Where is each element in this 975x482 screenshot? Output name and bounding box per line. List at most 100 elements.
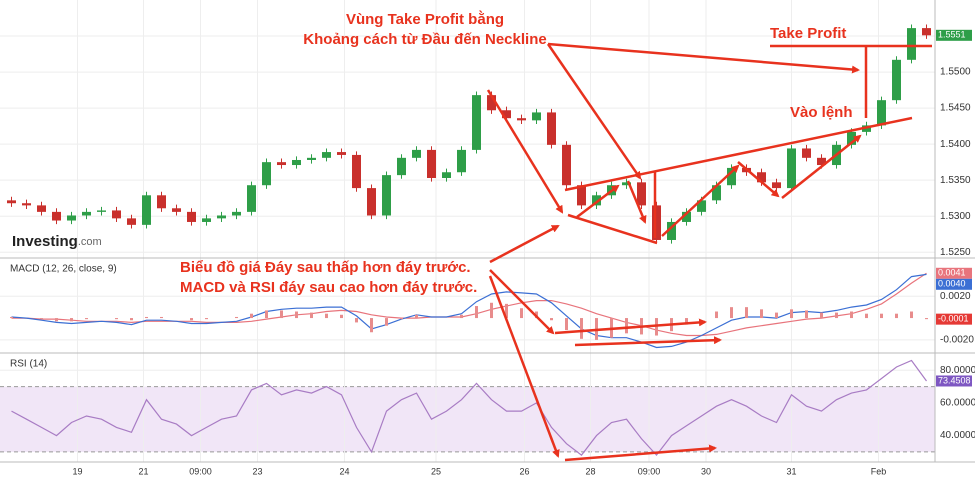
value-badge — [936, 278, 972, 290]
histogram-bar — [370, 318, 373, 333]
candle-body — [682, 211, 691, 222]
x-tick-label: 30 — [701, 466, 711, 476]
candle-body — [592, 195, 601, 206]
histogram-bar — [580, 318, 583, 339]
candle-body — [127, 218, 136, 225]
candle-body — [97, 210, 106, 212]
histogram-bar — [835, 312, 838, 319]
value-badge — [936, 313, 972, 325]
arrow — [626, 180, 647, 224]
histogram-bar — [775, 312, 778, 319]
candle-body — [667, 221, 676, 240]
arrow — [554, 318, 707, 335]
candle-body — [907, 28, 916, 60]
candle-body — [442, 172, 451, 179]
y-tick-label: 1.5250 — [940, 247, 971, 258]
x-tick-label: 24 — [339, 466, 349, 476]
histogram-bar — [115, 318, 118, 320]
series-line — [11, 359, 927, 457]
candle-body — [637, 182, 646, 206]
x-tick-label: 23 — [252, 466, 262, 476]
histogram-bar — [505, 303, 508, 319]
candle-body — [82, 211, 91, 216]
x-tick-label: 25 — [431, 466, 441, 476]
candle-body — [802, 148, 811, 158]
histogram-bar — [520, 308, 523, 319]
histogram-bar — [730, 307, 733, 319]
candle-body — [412, 149, 421, 158]
histogram-bar — [910, 311, 913, 319]
candle-body — [67, 215, 76, 221]
candle-body — [307, 157, 316, 160]
candle-body — [517, 118, 526, 121]
histogram-bar — [865, 313, 868, 319]
candle-body — [232, 211, 241, 216]
annotation: Take Profit — [770, 25, 846, 42]
y-tick-label: 1.5500 — [940, 67, 971, 78]
arrow — [489, 269, 555, 335]
value-badge-label: 1.5551 — [938, 30, 966, 40]
value-badge-label: 73.4508 — [938, 375, 971, 385]
logo-text: Investing — [12, 233, 78, 250]
candle-body — [112, 210, 121, 219]
arrow — [781, 134, 862, 199]
histogram-bar — [340, 314, 343, 319]
histogram-bar — [10, 316, 13, 319]
histogram-bar — [265, 310, 268, 319]
histogram-bar — [550, 318, 553, 321]
candle-body — [727, 167, 736, 186]
histogram-bar — [895, 313, 898, 319]
candle-body — [22, 203, 31, 206]
candle-body — [892, 59, 901, 101]
candle-body — [532, 112, 541, 121]
histogram-bar — [235, 316, 238, 319]
value-badge-label: 0.0041 — [938, 268, 966, 278]
arrow — [486, 89, 564, 214]
histogram-bar — [490, 302, 493, 319]
candle-body — [37, 205, 46, 212]
y-tick-label: 80.0000 — [940, 365, 975, 376]
arrow — [564, 444, 717, 462]
y-tick-label: 60.0000 — [940, 398, 975, 409]
histogram-bar — [685, 318, 688, 325]
y-tick-label: -0.0020 — [940, 335, 974, 346]
candle-body — [772, 182, 781, 189]
candle-body — [277, 162, 286, 166]
histogram-bar — [250, 313, 253, 319]
histogram-bar — [925, 318, 928, 320]
candle-body — [292, 159, 301, 166]
histogram-bar — [130, 318, 133, 321]
candle-body — [847, 131, 856, 145]
candle-body — [577, 185, 586, 206]
candle-body — [652, 205, 661, 240]
histogram-bar — [355, 318, 358, 323]
histogram-bar — [790, 309, 793, 319]
candle-body — [382, 175, 391, 216]
candle-body — [922, 28, 931, 36]
candle-body — [757, 172, 766, 183]
histogram-bar — [160, 316, 163, 319]
value-badge — [936, 29, 972, 41]
x-tick-label: 28 — [585, 466, 595, 476]
arrow — [488, 275, 560, 458]
arrow — [489, 224, 560, 264]
x-tick-label: 31 — [786, 466, 796, 476]
candle-body — [187, 211, 196, 222]
histogram-bar — [145, 316, 148, 319]
histogram-bar — [385, 318, 388, 326]
candle-body — [502, 110, 511, 119]
candle-body — [562, 144, 571, 186]
x-tick-label: 09:00 — [189, 466, 212, 476]
candle-body — [217, 215, 226, 219]
histogram-bar — [325, 313, 328, 319]
histogram-bar — [85, 318, 88, 320]
candle-body — [712, 185, 721, 201]
histogram-bar — [760, 309, 763, 319]
y-tick-label: 1.5400 — [940, 139, 971, 150]
histogram-bar — [70, 318, 73, 322]
histogram-bar — [460, 314, 463, 319]
x-tick-label: 26 — [519, 466, 529, 476]
annotation: MACD và RSI đáy sau cao hơn đáy trước. — [180, 279, 477, 296]
